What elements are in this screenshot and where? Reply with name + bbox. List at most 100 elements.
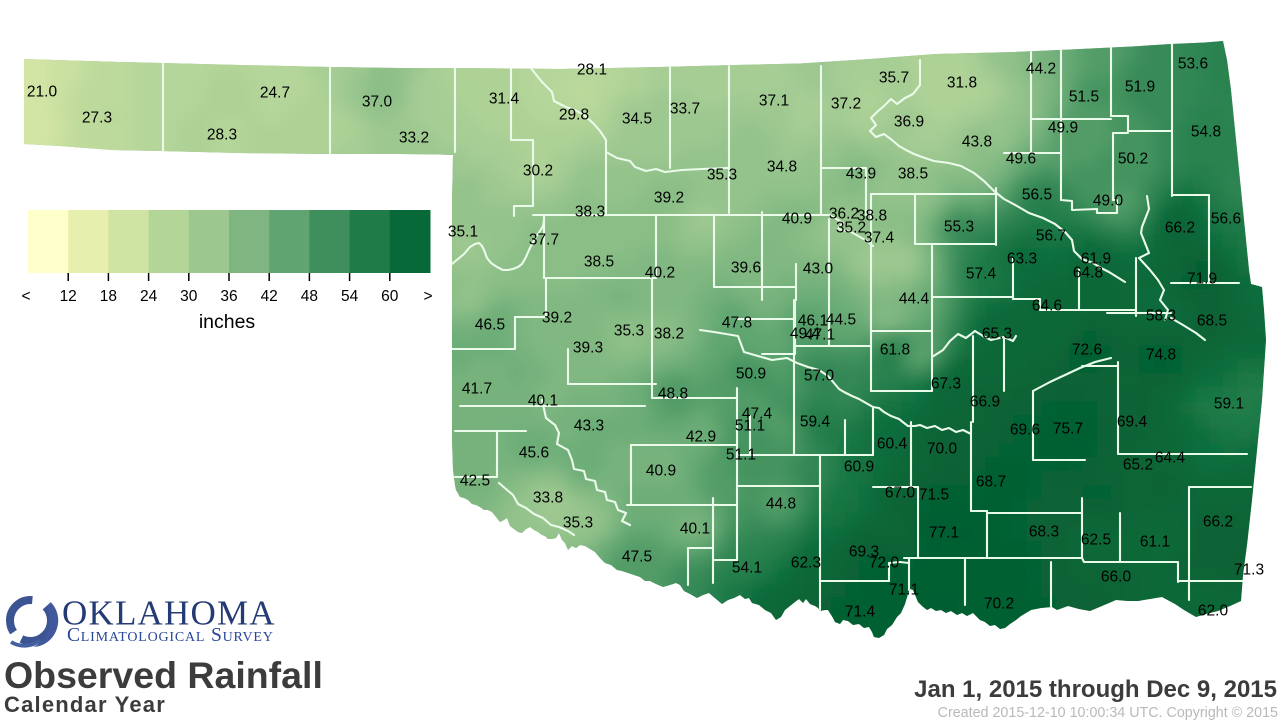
svg-text:44.4: 44.4 [899,291,930,308]
svg-text:56.7: 56.7 [1036,228,1066,245]
svg-text:39.3: 39.3 [573,340,603,357]
svg-text:66.2: 66.2 [1203,514,1233,531]
svg-text:54: 54 [341,288,359,305]
svg-text:60.9: 60.9 [844,459,874,476]
svg-text:38.3: 38.3 [575,204,605,221]
svg-text:36.2: 36.2 [829,206,859,223]
svg-text:inches: inches [199,311,256,333]
svg-text:40.9: 40.9 [646,463,676,480]
svg-text:Jan 1, 2015 through Dec 9, 201: Jan 1, 2015 through Dec 9, 2015 [914,676,1277,703]
svg-text:66.0: 66.0 [1101,569,1132,586]
svg-text:37.4: 37.4 [864,230,895,247]
svg-text:30.2: 30.2 [523,163,553,180]
svg-text:62.3: 62.3 [791,555,821,572]
svg-text:38.5: 38.5 [898,166,928,183]
svg-text:35.3: 35.3 [563,515,593,532]
svg-text:66.9: 66.9 [970,394,1000,411]
svg-text:37.0: 37.0 [362,94,393,111]
svg-text:59.4: 59.4 [800,414,831,431]
svg-text:68.3: 68.3 [1029,524,1059,541]
svg-text:45.6: 45.6 [519,445,549,462]
svg-text:51.1: 51.1 [735,418,765,435]
svg-text:56.6: 56.6 [1211,211,1241,228]
svg-text:35.3: 35.3 [707,167,737,184]
svg-text:30: 30 [180,288,198,305]
svg-text:56.5: 56.5 [1022,187,1052,204]
svg-text:61.1: 61.1 [1140,534,1170,551]
svg-text:28.3: 28.3 [207,127,237,144]
svg-text:Created 2015-12-10 10:00:34 UT: Created 2015-12-10 10:00:34 UTC. Copyrig… [938,705,1278,720]
svg-text:38.2: 38.2 [654,326,684,343]
svg-text:51.1: 51.1 [726,447,756,464]
svg-text:33.7: 33.7 [670,101,700,118]
svg-text:54.8: 54.8 [1191,124,1221,141]
svg-text:64.6: 64.6 [1032,298,1062,315]
svg-text:35.7: 35.7 [879,70,909,87]
svg-text:OKLAHOMA: OKLAHOMA [62,594,276,633]
svg-text:49.4: 49.4 [790,326,821,343]
svg-text:71.9: 71.9 [1187,271,1217,288]
svg-text:33.8: 33.8 [533,490,563,507]
svg-text:70.2: 70.2 [984,596,1014,613]
svg-text:77.1: 77.1 [929,525,959,542]
svg-text:44.5: 44.5 [826,312,856,329]
svg-text:54.1: 54.1 [732,560,762,577]
svg-text:34.5: 34.5 [622,111,652,128]
svg-text:36: 36 [220,288,237,305]
svg-text:27.3: 27.3 [82,110,112,127]
svg-text:42.5: 42.5 [460,473,490,490]
svg-text:24: 24 [140,288,158,305]
svg-text:43.3: 43.3 [574,418,604,435]
svg-text:33.2: 33.2 [399,130,429,147]
svg-text:51.5: 51.5 [1069,89,1099,106]
svg-text:75.7: 75.7 [1053,421,1083,438]
svg-text:47.8: 47.8 [722,315,752,332]
svg-text:40.1: 40.1 [528,393,558,410]
svg-text:40.2: 40.2 [645,265,675,282]
svg-text:57.4: 57.4 [966,266,997,283]
svg-text:12: 12 [60,288,77,305]
svg-text:36.9: 36.9 [894,114,924,131]
svg-text:39.2: 39.2 [542,310,572,327]
svg-text:47.1: 47.1 [805,327,835,344]
svg-text:53.6: 53.6 [1178,56,1208,73]
svg-text:31.4: 31.4 [489,91,520,108]
svg-text:44.8: 44.8 [766,496,796,513]
svg-text:50.9: 50.9 [736,366,766,383]
svg-text:>: > [423,288,432,305]
svg-text:42: 42 [261,288,278,305]
svg-text:69.6: 69.6 [1010,422,1040,439]
svg-text:38.5: 38.5 [584,254,614,271]
svg-text:66.2: 66.2 [1165,220,1195,237]
svg-text:39.6: 39.6 [731,260,761,277]
svg-text:42.9: 42.9 [686,429,716,446]
svg-text:60.4: 60.4 [877,436,908,453]
svg-text:35.3: 35.3 [614,323,644,340]
svg-text:71.1: 71.1 [889,582,919,599]
svg-text:37.7: 37.7 [529,232,559,249]
svg-text:49.9: 49.9 [1048,120,1078,137]
svg-text:24.7: 24.7 [260,85,290,102]
svg-text:47.5: 47.5 [622,549,652,566]
svg-text:61.9: 61.9 [1081,251,1111,268]
svg-text:67.0: 67.0 [885,485,916,502]
svg-text:43.0: 43.0 [803,261,834,278]
svg-text:60: 60 [381,288,399,305]
svg-text:44.2: 44.2 [1026,61,1056,78]
svg-text:31.8: 31.8 [947,75,977,92]
svg-text:61.8: 61.8 [880,342,910,359]
svg-text:58.3: 58.3 [1146,308,1176,325]
svg-text:62.0: 62.0 [1198,603,1229,620]
svg-text:46.1: 46.1 [798,313,828,330]
svg-text:37.1: 37.1 [759,93,789,110]
svg-text:64.8: 64.8 [1073,265,1103,282]
svg-text:<: < [21,288,30,305]
svg-text:38.8: 38.8 [857,208,887,225]
svg-text:55.3: 55.3 [944,219,974,236]
svg-text:64.4: 64.4 [1155,450,1186,467]
svg-text:72.6: 72.6 [1072,342,1102,359]
svg-text:71.5: 71.5 [919,487,949,504]
svg-text:41.7: 41.7 [462,381,492,398]
svg-text:63.3: 63.3 [1007,251,1037,268]
svg-text:70.0: 70.0 [927,441,958,458]
